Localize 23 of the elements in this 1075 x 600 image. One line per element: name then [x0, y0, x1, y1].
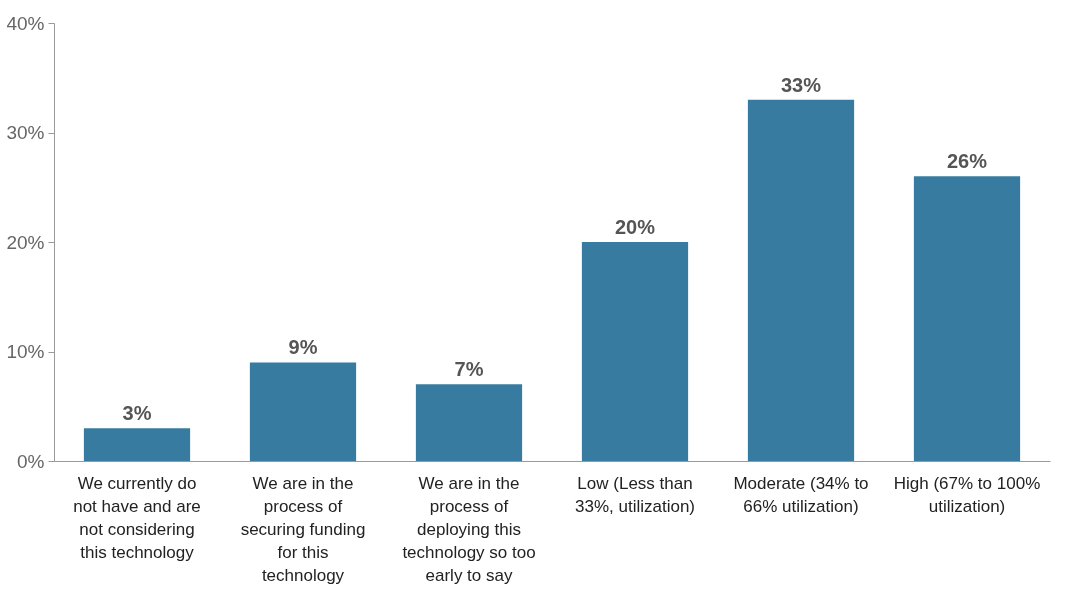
bar	[747, 99, 855, 461]
bar	[581, 242, 689, 461]
y-tick-label: 30%	[6, 122, 45, 143]
bar	[415, 384, 523, 461]
x-tick-label: Low (Less than 33%, utilization)	[574, 473, 696, 516]
bar	[83, 428, 191, 461]
bar	[913, 176, 1021, 461]
data-label: 7%	[454, 358, 484, 381]
y-tick-label: 0%	[17, 450, 45, 472]
data-label: 9%	[288, 336, 318, 359]
data-label: 20%	[614, 216, 656, 238]
y-tick-label: 40%	[6, 12, 45, 34]
data-label: 33%	[780, 73, 822, 96]
data-label: 26%	[946, 150, 988, 173]
bar	[249, 362, 357, 461]
x-tick-label: We are in the process of securing funding for this technology	[240, 473, 366, 585]
y-tick-label: 10%	[6, 341, 45, 362]
x-tick-label: We currently do not have and are not considering this technology	[73, 473, 201, 562]
y-tick-label: 20%	[6, 231, 45, 253]
x-tick-label: We are in the process of deploying this technology so too early to say	[402, 473, 536, 585]
data-label: 3%	[122, 402, 152, 425]
x-tick-label: Moderate (34% to 66% utilization)	[733, 473, 869, 516]
x-tick-label: High (67% to 100% utilization)	[893, 473, 1041, 516]
